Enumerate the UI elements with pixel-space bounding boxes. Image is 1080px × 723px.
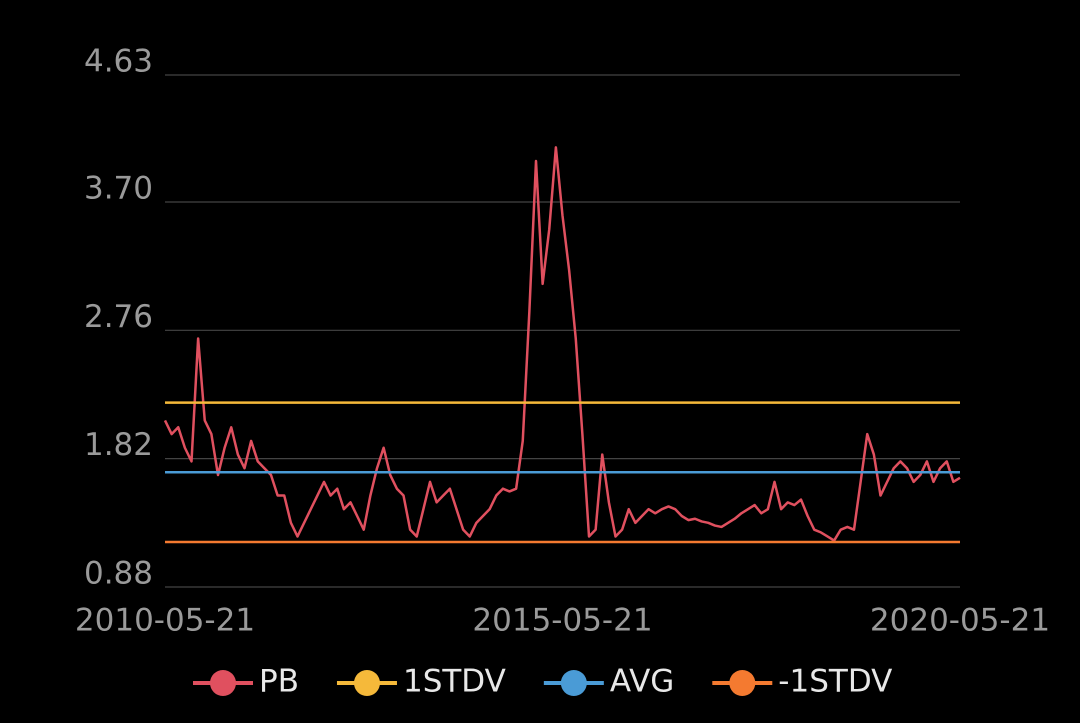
legend-marker (560, 670, 587, 696)
series-line (163, 146, 961, 542)
x-tick-label: 2020-05-21 (870, 603, 1050, 639)
legend-label: -1STDV (778, 664, 892, 700)
legend-marker (729, 670, 756, 696)
y-tick-label: 3.70 (84, 170, 153, 206)
legend-label: PB (259, 664, 299, 700)
legend-label: 1STDV (403, 664, 506, 700)
x-tick-label: 2010-05-21 (75, 603, 255, 639)
legend-item: -1STDV (712, 664, 892, 700)
y-tick-label: 1.82 (84, 427, 153, 463)
y-tick-label: 4.63 (84, 44, 153, 80)
y-tick-label: 2.76 (84, 299, 153, 335)
legend-item: PB (193, 664, 299, 700)
legend-marker (210, 670, 236, 696)
legend-item: AVG (543, 664, 674, 700)
x-tick-label: 2015-05-21 (472, 603, 652, 639)
legend-label: AVG (610, 664, 674, 700)
legend-marker (353, 670, 380, 696)
legend: PB 1STDV AVG -1STDV (193, 664, 892, 700)
legend-item: 1STDV (336, 664, 506, 700)
y-tick-label: 0.88 (84, 556, 153, 592)
